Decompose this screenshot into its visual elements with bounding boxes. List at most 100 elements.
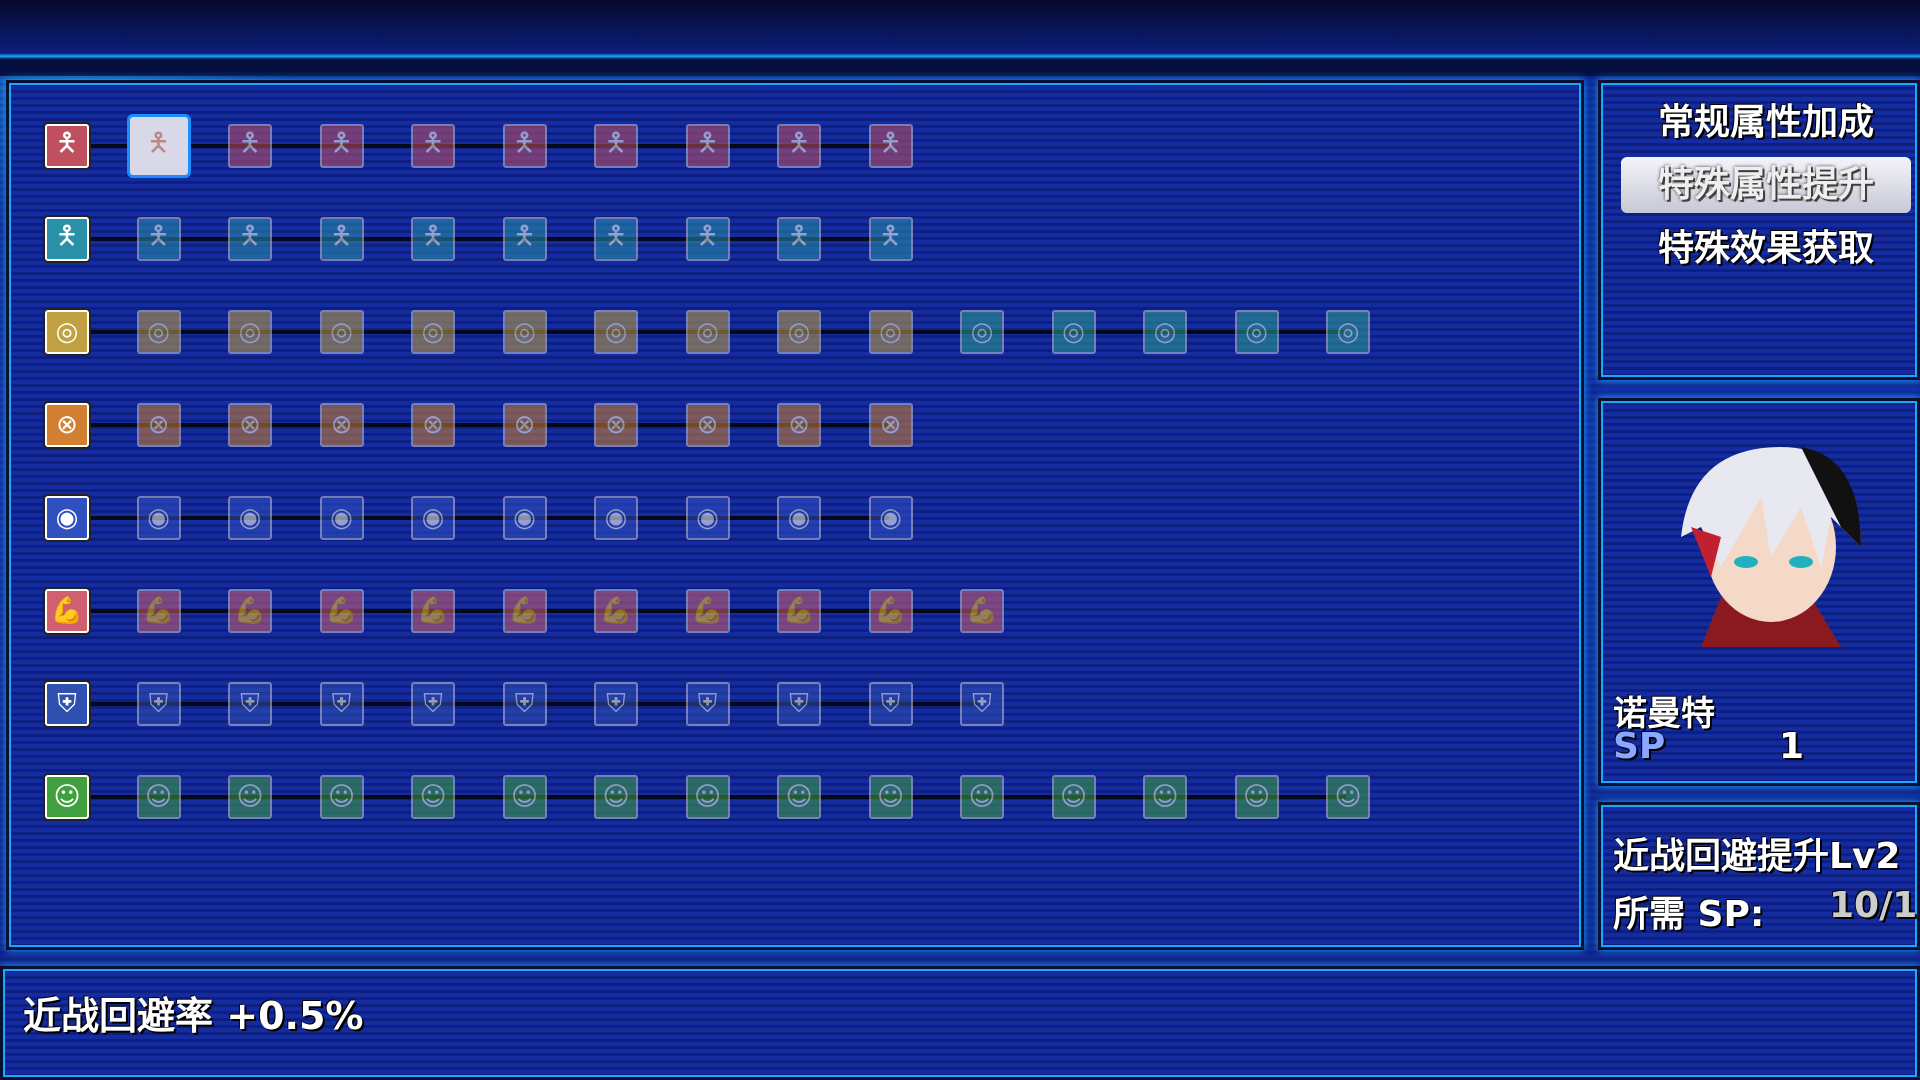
skill-node-body-teal-icon[interactable]: 🯅	[777, 217, 821, 261]
skill-node-target-orange-icon[interactable]: ⊗	[685, 403, 730, 447]
skill-node-crosshair-gold-icon[interactable]: ◎	[1051, 310, 1096, 354]
skill-node-body-teal-icon[interactable]: 🯅	[594, 217, 638, 261]
skill-node-crosshair-gold-icon[interactable]: ◎	[960, 310, 1004, 354]
skill-node-target-orange-icon[interactable]: ⊗	[319, 403, 364, 447]
skill-node-crosshair-gold-icon[interactable]: ◎	[319, 310, 364, 354]
menu-item-special-attr[interactable]: 特殊属性提升	[1621, 157, 1911, 213]
skill-node-eye-shield-icon[interactable]: ◉	[319, 496, 364, 540]
skill-node-crosshair-gold-icon[interactable]: ◎	[594, 310, 638, 354]
skill-node-mask-green-icon[interactable]: ☺	[502, 775, 547, 819]
skill-connector	[65, 144, 889, 148]
skill-node-muscle-arm-icon[interactable]: 💪	[136, 589, 181, 633]
skill-node-crosshair-gold-icon[interactable]: ◎	[1326, 310, 1370, 354]
skill-node-eye-shield-icon[interactable]: ◉	[411, 496, 455, 540]
skill-node-mask-green-icon[interactable]: ☺	[136, 775, 181, 819]
skill-node-mask-green-icon[interactable]: ☺	[319, 775, 364, 819]
skill-node-eye-shield-icon[interactable]: ◉	[502, 496, 547, 540]
skill-node-mask-green-icon[interactable]: ☺	[960, 775, 1004, 819]
skill-node-muscle-arm-icon[interactable]: 💪	[685, 589, 730, 633]
menu-item-special-effect[interactable]: 特殊效果获取	[1657, 228, 1874, 269]
skill-node-mask-green-icon[interactable]: ☺	[685, 775, 730, 819]
skill-node-body-teal-icon[interactable]: 🯅	[411, 217, 455, 261]
skill-node-armor-blue-icon[interactable]: ⛨	[960, 682, 1004, 726]
skill-node-armor-blue-icon[interactable]: ⛨	[594, 682, 638, 726]
skill-node-body-teal-icon[interactable]: 🯅	[319, 217, 364, 261]
skill-node-armor-blue-icon[interactable]: ⛨	[136, 682, 181, 726]
skill-node-armor-blue-icon[interactable]: ⛨	[777, 682, 821, 726]
skill-node-body-teal-icon[interactable]: 🯅	[136, 217, 181, 261]
skill-node-body-teal-icon[interactable]: 🯅	[502, 217, 547, 261]
skill-node-body-teal-icon[interactable]: 🯅	[228, 217, 272, 261]
skill-node-body-teal-icon[interactable]: 🯅	[685, 217, 730, 261]
skill-node-eye-shield-icon[interactable]: ◉	[685, 496, 730, 540]
skill-node-mask-green-icon[interactable]: ☺	[1051, 775, 1096, 819]
skill-node-mask-green-icon[interactable]: ☺	[411, 775, 455, 819]
skill-node-eye-shield-icon[interactable]: ◉	[594, 496, 638, 540]
menu-item-general[interactable]: 常规属性加成	[1657, 102, 1874, 143]
skill-node-crosshair-gold-icon[interactable]: ◎	[136, 310, 181, 354]
skill-node-crosshair-gold-icon[interactable]: ◎	[502, 310, 547, 354]
skill-node-muscle-arm-icon[interactable]: 💪	[960, 589, 1004, 633]
skill-cost-label: 所需 SP:	[1613, 894, 1765, 935]
skill-node-muscle-arm-icon[interactable]: 💪	[228, 589, 272, 633]
skill-row: 🯅 🯅 🯅 🯅 🯅 🯅 🯅 🯅 🯅 🯅	[45, 114, 1445, 178]
body-red-icon[interactable]: 🯅	[45, 124, 89, 168]
skill-node-armor-blue-icon[interactable]: ⛨	[319, 682, 364, 726]
skill-node-body-red-icon[interactable]: 🯅	[126, 114, 191, 178]
skill-node-target-orange-icon[interactable]: ⊗	[594, 403, 638, 447]
skill-node-mask-green-icon[interactable]: ☺	[1234, 775, 1279, 819]
skill-node-muscle-arm-icon[interactable]: 💪	[594, 589, 638, 633]
skill-node-target-orange-icon[interactable]: ⊗	[777, 403, 821, 447]
skill-node-muscle-arm-icon[interactable]: 💪	[411, 589, 455, 633]
skill-node-crosshair-gold-icon[interactable]: ◎	[1234, 310, 1279, 354]
skill-node-armor-blue-icon[interactable]: ⛨	[685, 682, 730, 726]
skill-node-target-orange-icon[interactable]: ⊗	[136, 403, 181, 447]
body-teal-icon[interactable]: 🯅	[45, 217, 89, 261]
muscle-arm-icon[interactable]: 💪	[45, 589, 89, 633]
skill-node-target-orange-icon[interactable]: ⊗	[228, 403, 272, 447]
skill-node-eye-shield-icon[interactable]: ◉	[777, 496, 821, 540]
skill-node-crosshair-gold-icon[interactable]: ◎	[685, 310, 730, 354]
skill-node-body-red-icon[interactable]: 🯅	[594, 124, 638, 168]
skill-node-target-orange-icon[interactable]: ⊗	[868, 403, 913, 447]
skill-node-mask-green-icon[interactable]: ☺	[594, 775, 638, 819]
skill-node-mask-green-icon[interactable]: ☺	[1143, 775, 1187, 819]
skill-node-crosshair-gold-icon[interactable]: ◎	[868, 310, 913, 354]
skill-node-crosshair-gold-icon[interactable]: ◎	[411, 310, 455, 354]
skill-node-mask-green-icon[interactable]: ☺	[868, 775, 913, 819]
skill-info-panel: 近战回避提升Lv2 所需 SP: 10/1	[1598, 802, 1920, 950]
skill-node-armor-blue-icon[interactable]: ⛨	[411, 682, 455, 726]
skill-node-armor-blue-icon[interactable]: ⛨	[228, 682, 272, 726]
skill-node-crosshair-gold-icon[interactable]: ◎	[228, 310, 272, 354]
skill-node-armor-blue-icon[interactable]: ⛨	[502, 682, 547, 726]
skill-node-target-orange-icon[interactable]: ⊗	[411, 403, 455, 447]
skill-node-eye-shield-icon[interactable]: ◉	[228, 496, 272, 540]
skill-node-body-red-icon[interactable]: 🯅	[228, 124, 272, 168]
skill-node-armor-blue-icon[interactable]: ⛨	[868, 682, 913, 726]
target-orange-icon[interactable]: ⊗	[45, 403, 89, 447]
eye-shield-icon[interactable]: ◉	[45, 496, 89, 540]
skill-node-body-red-icon[interactable]: 🯅	[319, 124, 364, 168]
skill-node-body-teal-icon[interactable]: 🯅	[868, 217, 913, 261]
skill-node-target-orange-icon[interactable]: ⊗	[502, 403, 547, 447]
skill-node-muscle-arm-icon[interactable]: 💪	[868, 589, 913, 633]
skill-node-muscle-arm-icon[interactable]: 💪	[777, 589, 821, 633]
description-panel: 近战回避率 +0.5%	[0, 966, 1920, 1080]
skill-node-crosshair-gold-icon[interactable]: ◎	[1143, 310, 1187, 354]
skill-node-crosshair-gold-icon[interactable]: ◎	[777, 310, 821, 354]
skill-node-body-red-icon[interactable]: 🯅	[411, 124, 455, 168]
skill-node-eye-shield-icon[interactable]: ◉	[868, 496, 913, 540]
mask-green-icon[interactable]: ☺	[45, 775, 89, 819]
skill-node-mask-green-icon[interactable]: ☺	[1326, 775, 1370, 819]
skill-node-mask-green-icon[interactable]: ☺	[228, 775, 272, 819]
skill-node-mask-green-icon[interactable]: ☺	[777, 775, 821, 819]
armor-blue-icon[interactable]: ⛨	[45, 682, 89, 726]
skill-node-body-red-icon[interactable]: 🯅	[502, 124, 547, 168]
skill-node-eye-shield-icon[interactable]: ◉	[136, 496, 181, 540]
skill-node-body-red-icon[interactable]: 🯅	[868, 124, 913, 168]
skill-node-body-red-icon[interactable]: 🯅	[777, 124, 821, 168]
skill-node-body-red-icon[interactable]: 🯅	[685, 124, 730, 168]
skill-node-muscle-arm-icon[interactable]: 💪	[319, 589, 364, 633]
skill-node-muscle-arm-icon[interactable]: 💪	[502, 589, 547, 633]
crosshair-gold-icon[interactable]: ◎	[45, 310, 89, 354]
